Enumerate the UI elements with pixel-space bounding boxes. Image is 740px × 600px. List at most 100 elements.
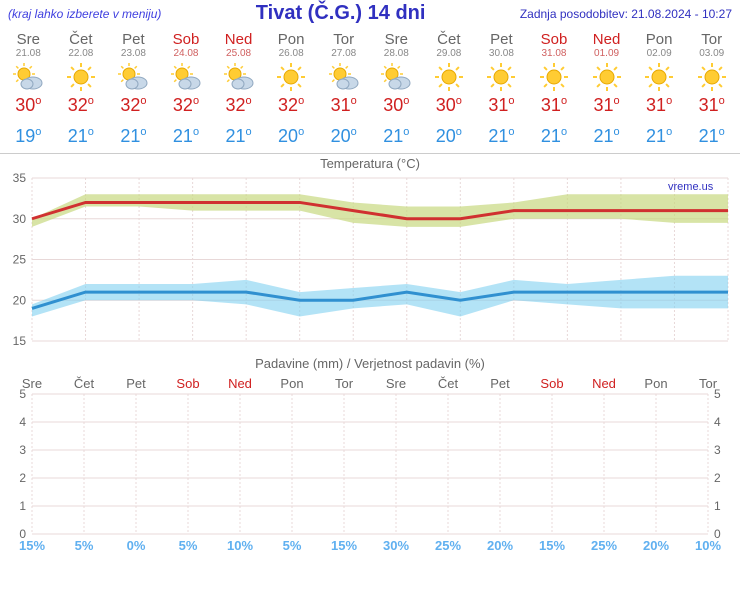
- svg-text:Ned: Ned: [592, 376, 616, 391]
- svg-text:Sob: Sob: [540, 376, 563, 391]
- svg-text:15%: 15%: [19, 538, 45, 553]
- svg-text:Temperatura (°C): Temperatura (°C): [320, 156, 420, 171]
- svg-text:25%: 25%: [591, 538, 617, 553]
- day-column: Čet29.08 30o 20o: [423, 31, 476, 147]
- day-date: 30.08: [475, 48, 528, 59]
- day-column: Pet30.0831o21o: [475, 31, 528, 147]
- day-of-week: Ned: [212, 31, 265, 48]
- day-of-week: Pon: [633, 31, 686, 48]
- day-column: Tor03.09 31o 21o: [685, 31, 738, 147]
- day-date: 22.08: [55, 48, 108, 59]
- temp-high: 32o: [212, 95, 265, 116]
- svg-text:20%: 20%: [643, 538, 669, 553]
- temp-high: 31o: [317, 95, 370, 116]
- svg-text:30%: 30%: [383, 538, 409, 553]
- temp-low: 21o: [475, 126, 528, 147]
- svg-text:3: 3: [19, 443, 26, 457]
- temp-low: 21o: [528, 126, 581, 147]
- svg-text:20: 20: [13, 293, 27, 307]
- weather-icon: [633, 59, 686, 95]
- day-column: Pet23.08 32o 21o: [107, 31, 160, 147]
- temp-low: 20o: [423, 126, 476, 147]
- svg-text:35: 35: [13, 171, 27, 185]
- weather-icon: [265, 59, 318, 95]
- svg-text:10%: 10%: [695, 538, 721, 553]
- weather-icon: [423, 59, 476, 95]
- temperature-chart: Temperatura (°C)1520253035vreme.us: [0, 154, 740, 349]
- day-column: Pon26.08 32o 20o: [265, 31, 318, 147]
- day-column: Sob31.0831o21o: [528, 31, 581, 147]
- day-date: 25.08: [212, 48, 265, 59]
- temp-high: 30o: [423, 95, 476, 116]
- svg-text:Tor: Tor: [335, 376, 354, 391]
- temp-high: 32o: [160, 95, 213, 116]
- temp-high: 30o: [2, 95, 55, 116]
- svg-text:15%: 15%: [539, 538, 565, 553]
- svg-text:Pon: Pon: [280, 376, 303, 391]
- day-column: Ned25.08 32o 21o: [212, 31, 265, 147]
- temp-low: 21o: [107, 126, 160, 147]
- svg-text:25: 25: [13, 253, 27, 267]
- day-date: 26.08: [265, 48, 318, 59]
- day-of-week: Pon: [265, 31, 318, 48]
- svg-text:5: 5: [714, 387, 721, 401]
- weather-icon: [580, 59, 633, 95]
- day-date: 21.08: [2, 48, 55, 59]
- day-date: 23.08: [107, 48, 160, 59]
- last-updated: Zadnja posodobitev: 21.08.2024 - 10:27: [520, 7, 732, 21]
- weather-icon: [160, 59, 213, 95]
- temp-low: 21o: [160, 126, 213, 147]
- svg-text:Sre: Sre: [386, 376, 406, 391]
- day-of-week: Tor: [317, 31, 370, 48]
- temp-high: 31o: [528, 95, 581, 116]
- svg-text:2: 2: [19, 471, 26, 485]
- temp-low: 21o: [212, 126, 265, 147]
- temp-low: 21o: [685, 126, 738, 147]
- day-column: Čet22.0832o21o: [55, 31, 108, 147]
- page-title: Tivat (Č.G.) 14 dni: [256, 2, 426, 25]
- weather-icon: [107, 59, 160, 95]
- weather-icon: [475, 59, 528, 95]
- temp-high: 32o: [107, 95, 160, 116]
- day-date: 31.08: [528, 48, 581, 59]
- day-column: Ned01.0931o21o: [580, 31, 633, 147]
- day-date: 01.09: [580, 48, 633, 59]
- svg-text:2: 2: [714, 471, 721, 485]
- day-of-week: Pet: [107, 31, 160, 48]
- temp-low: 19o: [2, 126, 55, 147]
- day-date: 27.08: [317, 48, 370, 59]
- day-of-week: Pet: [475, 31, 528, 48]
- temp-high: 30o: [370, 95, 423, 116]
- day-column: Pon02.0931o21o: [633, 31, 686, 147]
- day-of-week: Sre: [2, 31, 55, 48]
- temp-low: 21o: [55, 126, 108, 147]
- day-date: 29.08: [423, 48, 476, 59]
- day-of-week: Tor: [685, 31, 738, 48]
- svg-text:vreme.us: vreme.us: [668, 181, 714, 193]
- svg-text:Pet: Pet: [490, 376, 510, 391]
- menu-note: (kraj lahko izberete v meniju): [8, 7, 161, 21]
- temp-high: 31o: [580, 95, 633, 116]
- svg-text:5%: 5%: [283, 538, 302, 553]
- svg-text:0%: 0%: [127, 538, 146, 553]
- svg-text:1: 1: [714, 499, 721, 513]
- weather-icon: [55, 59, 108, 95]
- svg-text:5%: 5%: [75, 538, 94, 553]
- day-date: 03.09: [685, 48, 738, 59]
- day-column: Sre28.0830o21o: [370, 31, 423, 147]
- weather-icon: [2, 59, 55, 95]
- svg-text:5%: 5%: [179, 538, 198, 553]
- svg-text:15: 15: [13, 334, 27, 348]
- header-bar: (kraj lahko izberete v meniju) Tivat (Č.…: [0, 0, 740, 27]
- temp-high: 31o: [633, 95, 686, 116]
- day-of-week: Čet: [423, 31, 476, 48]
- weather-icon: [528, 59, 581, 95]
- temp-low: 20o: [265, 126, 318, 147]
- weather-icon: [685, 59, 738, 95]
- svg-text:Padavine (mm) / Verjetnost pad: Padavine (mm) / Verjetnost padavin (%): [255, 356, 485, 371]
- svg-text:Čet: Čet: [74, 376, 95, 391]
- temp-high: 31o: [685, 95, 738, 116]
- temp-low: 20o: [317, 126, 370, 147]
- temp-high: 32o: [265, 95, 318, 116]
- temp-high: 32o: [55, 95, 108, 116]
